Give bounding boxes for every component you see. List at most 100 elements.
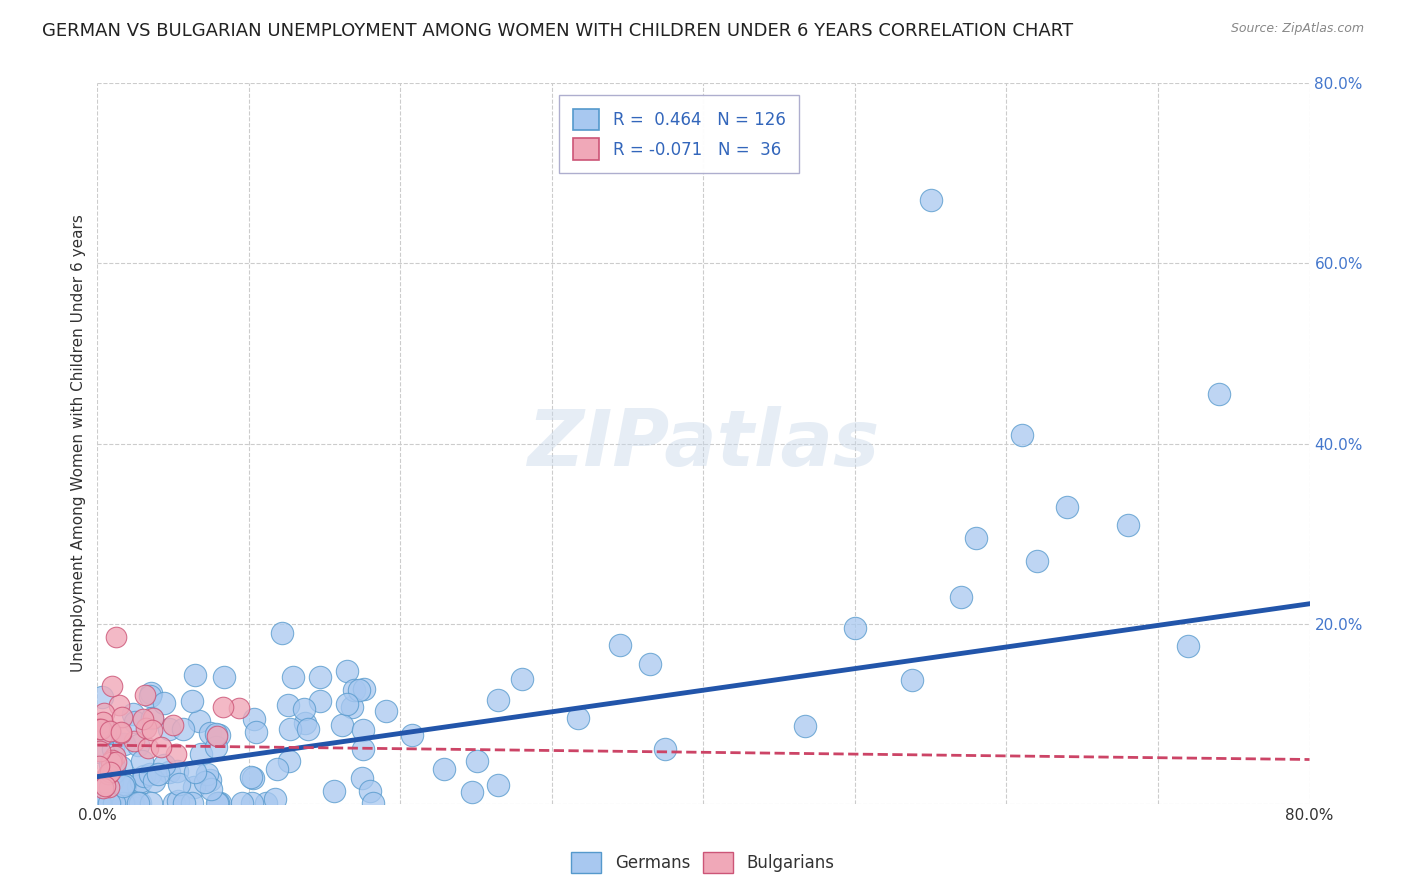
Point [127,738,149,752]
Point [361,796,384,810]
Point [128,796,150,810]
Point [162,796,184,810]
Point [139,766,162,780]
Point [138,690,160,704]
Point [94,725,117,739]
Point [103,760,125,774]
Point [90,728,112,742]
Point [93,706,115,720]
Point [243,712,266,726]
Point [900,673,922,687]
Point [1208,387,1230,401]
Point [292,702,315,716]
Point [131,754,153,768]
Point [567,710,589,724]
Point [264,792,287,806]
Point [193,775,215,789]
Point [294,716,316,731]
Point [93,780,115,794]
Point [794,719,817,733]
Point [375,704,398,718]
Point [205,796,228,810]
Point [110,725,132,739]
Point [150,739,173,754]
Point [112,776,135,790]
Point [465,754,488,768]
Point [141,711,163,725]
Point [340,700,363,714]
Point [98,796,121,810]
Point [486,778,509,792]
Text: ZIPatlas: ZIPatlas [527,406,880,482]
Point [352,742,374,756]
Point [89,744,111,758]
Point [330,718,353,732]
Point [87,796,110,810]
Point [950,590,973,604]
Point [281,670,304,684]
Point [134,689,156,703]
Point [98,726,121,740]
Point [205,727,228,741]
Point [114,779,136,793]
Point [97,767,120,781]
Point [157,722,180,736]
Point [104,630,127,644]
Legend: Germans, Bulgarians: Germans, Bulgarians [565,846,841,880]
Point [87,745,110,759]
Point [138,740,160,755]
Legend: R =  0.464   N = 126, R = -0.071   N =  36: R = 0.464 N = 126, R = -0.071 N = 36 [560,95,799,173]
Point [101,774,124,789]
Point [198,773,221,788]
Point [111,779,134,793]
Point [143,774,166,789]
Point [90,722,112,736]
Point [104,749,127,764]
Point [173,796,195,810]
Point [228,700,250,714]
Point [277,698,299,712]
Point [181,796,204,810]
Point [91,690,114,704]
Point [335,698,357,712]
Point [184,764,207,779]
Point [278,754,301,768]
Point [131,773,153,788]
Text: GERMAN VS BULGARIAN UNEMPLOYMENT AMONG WOMEN WITH CHILDREN UNDER 6 YEARS CORRELA: GERMAN VS BULGARIAN UNEMPLOYMENT AMONG W… [42,22,1073,40]
Point [460,785,482,799]
Point [349,683,371,698]
Point [1177,639,1199,653]
Point [112,737,135,751]
Point [98,764,121,779]
Point [91,714,114,729]
Point [207,796,229,810]
Point [271,626,294,640]
Point [105,755,128,769]
Point [111,796,134,810]
Point [87,758,110,772]
Point [131,713,153,727]
Point [91,780,114,795]
Point [184,668,207,682]
Point [98,724,121,739]
Point [208,728,231,742]
Point [172,722,194,736]
Point [336,665,359,679]
Point [297,722,319,736]
Point [638,657,661,672]
Point [103,765,125,780]
Point [240,796,263,810]
Point [121,796,143,810]
Point [280,722,302,736]
Point [1025,553,1047,567]
Point [101,679,124,693]
Point [1011,427,1033,442]
Point [245,725,267,739]
Point [844,621,866,635]
Point [1116,517,1139,532]
Point [167,777,190,791]
Point [920,194,942,208]
Point [183,780,205,794]
Point [107,698,129,712]
Point [350,771,373,785]
